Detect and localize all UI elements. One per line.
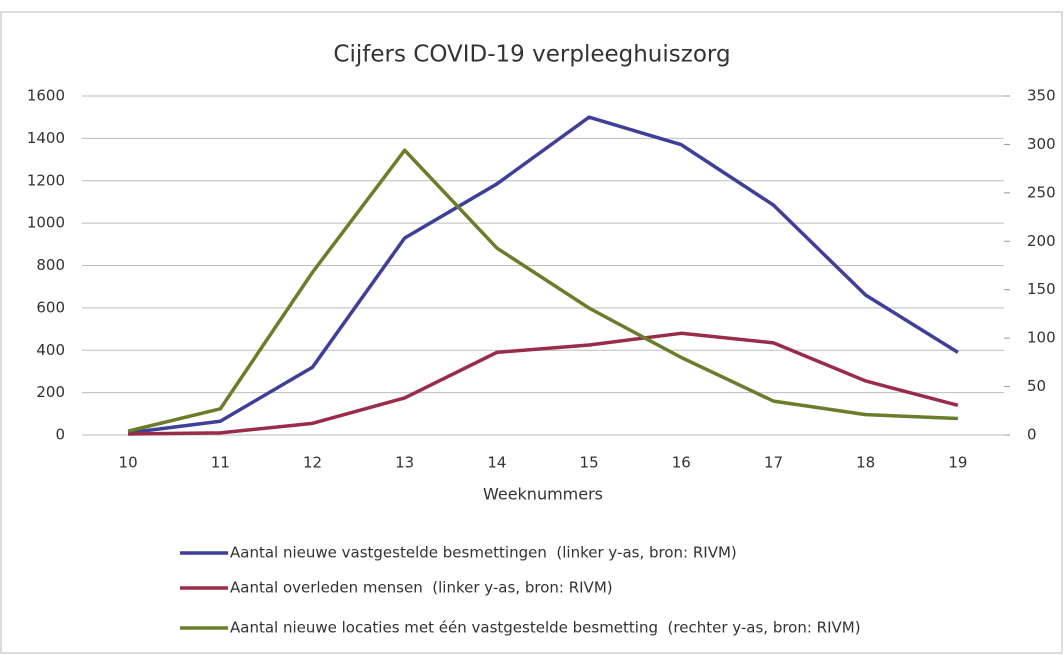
- x-tick-label: 16: [672, 454, 691, 472]
- series-line: [127, 148, 958, 433]
- x-tick-label: 19: [948, 454, 967, 472]
- x-tick-label: 14: [487, 454, 506, 472]
- x-tick-label: 18: [856, 454, 875, 472]
- x-tick-label: 12: [303, 454, 322, 472]
- y-tick-label: 1000: [27, 214, 65, 232]
- y-tick-label: 1200: [27, 171, 65, 189]
- y-tick-label: 200: [36, 383, 65, 401]
- y2-tick-label: 200: [1027, 232, 1056, 250]
- chart-title: Cijfers COVID-19 verpleeghuiszorg: [333, 42, 730, 68]
- y2-tick-label: 250: [1027, 183, 1056, 201]
- y2-tick-label: 50: [1027, 377, 1046, 395]
- x-tick-label: 11: [211, 454, 230, 472]
- y-tick-label: 1400: [27, 129, 65, 147]
- y-tick-label: 600: [36, 298, 65, 316]
- legend-label: Aantal nieuwe locaties met één vastgeste…: [230, 619, 861, 637]
- series-line: [128, 331, 959, 436]
- y2-tick-label: 350: [1027, 87, 1056, 105]
- y-tick-label: 800: [36, 256, 65, 274]
- y2-tick-label: 150: [1027, 280, 1056, 298]
- x-tick-label: 17: [764, 454, 783, 472]
- y-tick-label: 400: [36, 341, 65, 359]
- legend-label: Aantal overleden mensen (linker y-as, br…: [230, 579, 613, 597]
- chart-border: [0, 11, 1063, 654]
- y2-tick-label: 100: [1027, 329, 1056, 347]
- y-tick-label: 0: [55, 426, 65, 444]
- legend-label: Aantal nieuwe vastgestelde besmettingen …: [230, 544, 737, 562]
- x-tick-label: 10: [119, 454, 138, 472]
- x-tick-label: 15: [580, 454, 599, 472]
- x-axis-title: Weeknummers: [483, 485, 603, 504]
- y2-tick-label: 300: [1027, 135, 1056, 153]
- series-line: [127, 115, 959, 435]
- x-tick-label: 13: [395, 454, 414, 472]
- y2-tick-label: 0: [1027, 426, 1037, 444]
- y-tick-label: 1600: [27, 87, 65, 105]
